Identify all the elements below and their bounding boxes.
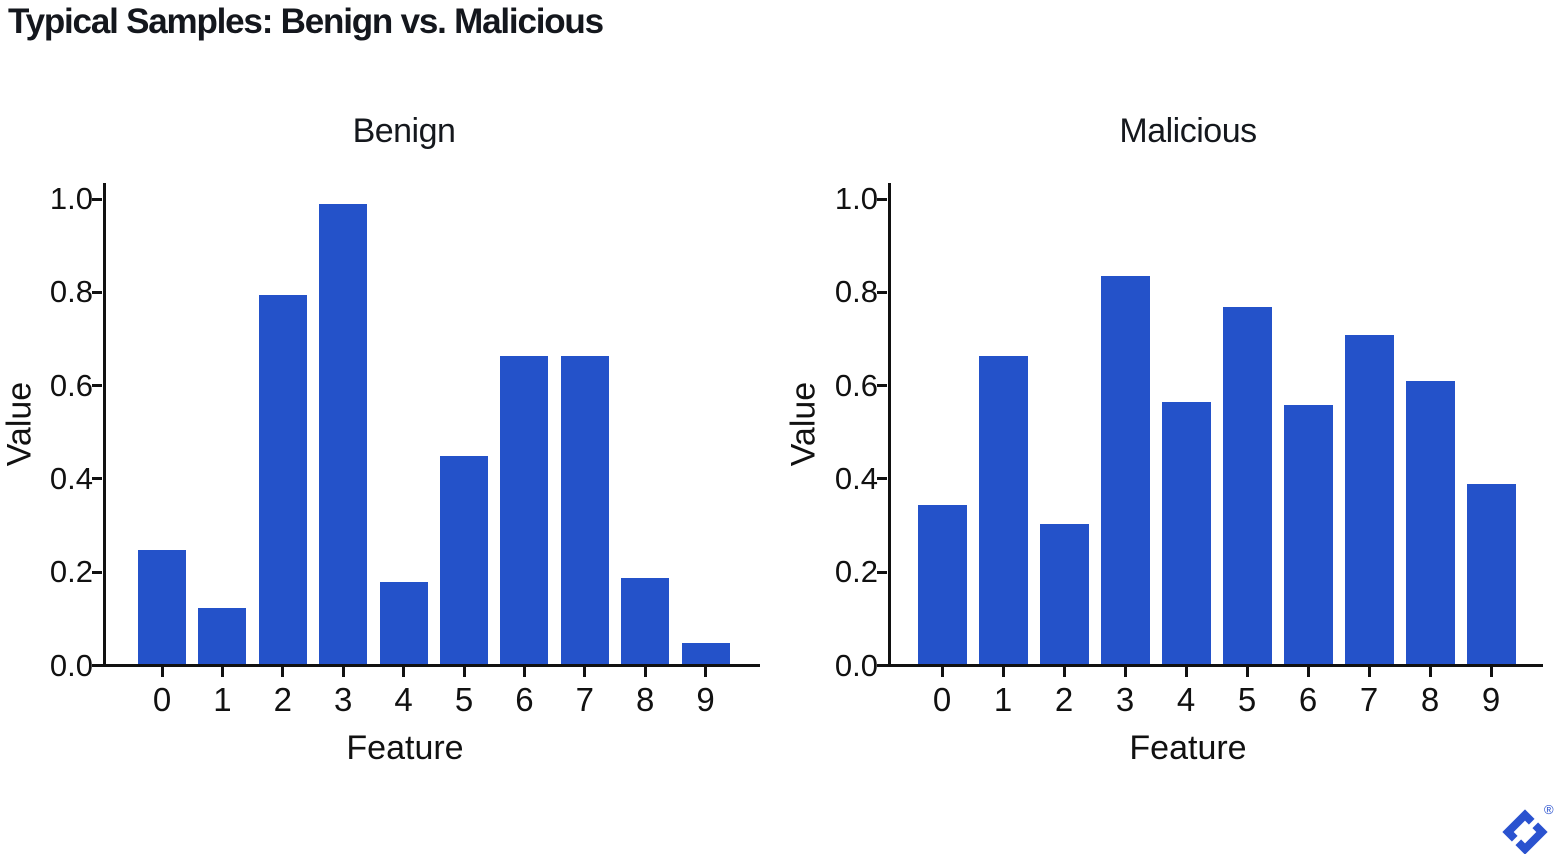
- bar: [1161, 402, 1211, 664]
- y-tick: [92, 197, 102, 201]
- bar: [917, 505, 967, 664]
- x-axis-line: [877, 664, 1543, 667]
- bar: [440, 456, 488, 664]
- bar: [621, 578, 670, 664]
- x-tick-label: 1: [993, 681, 1013, 718]
- x-tick: [940, 667, 944, 677]
- x-tick-label: 0: [932, 681, 952, 718]
- x-tick: [341, 667, 345, 677]
- y-tick-label: 1.0: [49, 181, 93, 216]
- x-tick: [1428, 667, 1432, 677]
- y-tick: [92, 570, 102, 574]
- y-tick-label: 1.0: [834, 181, 878, 216]
- bar: [681, 643, 730, 664]
- y-tick: [877, 664, 887, 667]
- x-tick-label: 6: [1298, 681, 1318, 718]
- y-tick: [877, 197, 887, 201]
- y-tick: [92, 477, 102, 481]
- x-tick: [1489, 667, 1493, 677]
- x-tick-label: 9: [696, 681, 715, 718]
- x-tick: [522, 667, 526, 677]
- y-tick: [92, 664, 102, 667]
- x-tick-label: 1: [213, 681, 232, 718]
- bar: [1222, 307, 1272, 664]
- x-tick-label: 8: [1420, 681, 1440, 718]
- x-tick-label: 4: [1176, 681, 1196, 718]
- x-tick-label: 3: [334, 681, 353, 718]
- bar: [1344, 335, 1394, 664]
- x-tick-label: 0: [152, 681, 172, 718]
- x-tick-label: 8: [636, 681, 655, 718]
- x-tick: [704, 667, 708, 677]
- y-tick-label: 0.6: [834, 367, 878, 403]
- bar: [978, 356, 1028, 664]
- x-tick: [1062, 667, 1066, 677]
- x-tick: [583, 667, 587, 677]
- x-axis-line: [92, 664, 760, 667]
- figure-title: Typical Samples: Benign vs. Malicious: [8, 2, 604, 41]
- bar: [560, 356, 609, 664]
- y-tick-label: 0.6: [49, 367, 93, 403]
- bar: [1283, 405, 1333, 664]
- toptal-logo-icon: [1502, 809, 1548, 854]
- y-tick: [92, 384, 102, 388]
- y-tick-label: 0.2: [49, 554, 93, 590]
- y-tick: [92, 290, 102, 294]
- bar: [198, 608, 247, 664]
- x-tick: [1367, 667, 1371, 677]
- bar: [258, 295, 307, 664]
- x-tick: [643, 667, 647, 677]
- x-axis-label: Feature: [346, 729, 464, 767]
- x-tick-label: 4: [394, 681, 413, 718]
- x-tick: [281, 667, 285, 677]
- y-tick: [877, 477, 887, 481]
- y-axis-line: [888, 183, 891, 667]
- x-tick: [1245, 667, 1249, 677]
- y-tick: [877, 570, 887, 574]
- x-tick: [402, 667, 406, 677]
- x-tick: [1123, 667, 1127, 677]
- x-tick-label: 3: [1115, 681, 1135, 718]
- x-tick: [462, 667, 466, 677]
- x-tick-label: 5: [1237, 681, 1257, 718]
- x-tick: [220, 667, 224, 677]
- bar: [1466, 484, 1516, 664]
- y-tick-label: 0.0: [834, 647, 878, 683]
- x-tick-label: 2: [1054, 681, 1074, 718]
- bar: [319, 204, 368, 664]
- y-tick-label: 0.8: [834, 274, 878, 310]
- bar: [138, 550, 186, 664]
- x-tick-label: 5: [454, 681, 474, 718]
- x-tick: [1306, 667, 1310, 677]
- chart-title-benign: Benign: [352, 112, 456, 150]
- y-tick-label: 0.8: [49, 274, 93, 310]
- x-tick-label: 6: [515, 681, 534, 718]
- bar: [1405, 381, 1455, 664]
- x-tick: [160, 667, 164, 677]
- chart-title-malicious: Malicious: [1119, 112, 1257, 150]
- bar: [1039, 524, 1089, 664]
- y-tick-label: 0.0: [49, 647, 93, 683]
- x-tick-label: 9: [1481, 681, 1501, 718]
- registered-trademark-symbol: ®: [1544, 802, 1554, 817]
- y-tick-label: 0.4: [834, 460, 878, 496]
- y-tick: [877, 384, 887, 388]
- bar: [500, 356, 549, 664]
- x-axis-label: Feature: [1129, 729, 1247, 767]
- x-tick: [1184, 667, 1188, 677]
- x-tick-label: 7: [575, 681, 594, 718]
- y-tick: [877, 290, 887, 294]
- bar: [379, 582, 428, 664]
- x-tick-label: 2: [273, 681, 292, 718]
- y-axis-line: [103, 183, 106, 667]
- bar: [1100, 276, 1150, 664]
- x-tick: [1001, 667, 1005, 677]
- x-tick-label: 7: [1359, 681, 1379, 718]
- y-tick-label: 0.4: [49, 460, 93, 496]
- y-tick-label: 0.2: [834, 554, 878, 590]
